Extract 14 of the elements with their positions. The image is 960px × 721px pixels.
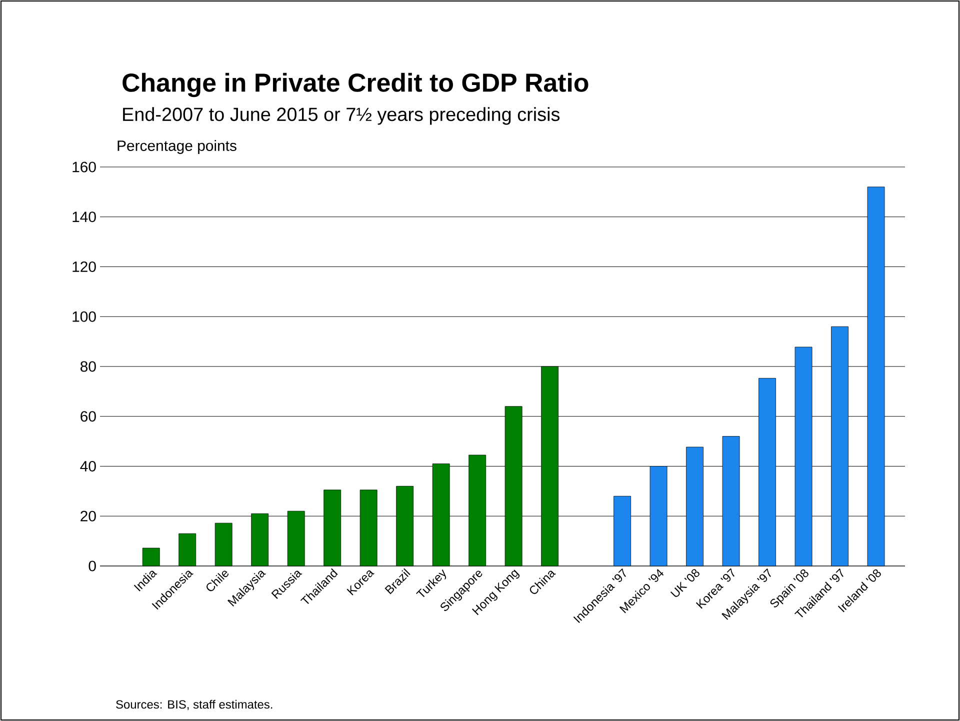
y-tick-label: 20 bbox=[80, 510, 96, 522]
y-tick-label: 0 bbox=[88, 560, 96, 572]
chart-subtitle: End-2007 to June 2015 or 7½ years preceding crisis bbox=[123, 107, 560, 125]
y-tick-label: 80 bbox=[80, 361, 96, 372]
source-note: Sources: BIS, staff estimates. bbox=[116, 700, 272, 710]
y-tick-label: 60 bbox=[80, 411, 96, 422]
chart-title: Change in Private Credit to GDP Ratio bbox=[122, 72, 588, 98]
y-tick-label: 120 bbox=[72, 261, 96, 272]
y-tick-label: 140 bbox=[72, 212, 96, 222]
y-tick-label: 160 bbox=[72, 162, 96, 172]
x-tick-label: UK '08 bbox=[670, 569, 700, 597]
y-tick-label: 40 bbox=[80, 460, 96, 472]
y-tick-label: 100 bbox=[72, 311, 96, 322]
y-axis-title: Percentage points bbox=[118, 140, 236, 154]
